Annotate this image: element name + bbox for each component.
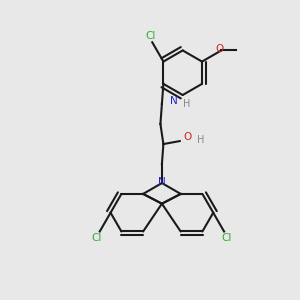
Text: O: O — [216, 44, 224, 54]
Text: O: O — [183, 132, 191, 142]
Text: Cl: Cl — [92, 233, 102, 243]
Text: Cl: Cl — [222, 233, 232, 243]
Text: H: H — [184, 99, 191, 109]
Text: N: N — [158, 177, 166, 187]
Text: H: H — [197, 135, 204, 145]
Text: Cl: Cl — [146, 31, 156, 41]
Text: N: N — [170, 96, 178, 106]
